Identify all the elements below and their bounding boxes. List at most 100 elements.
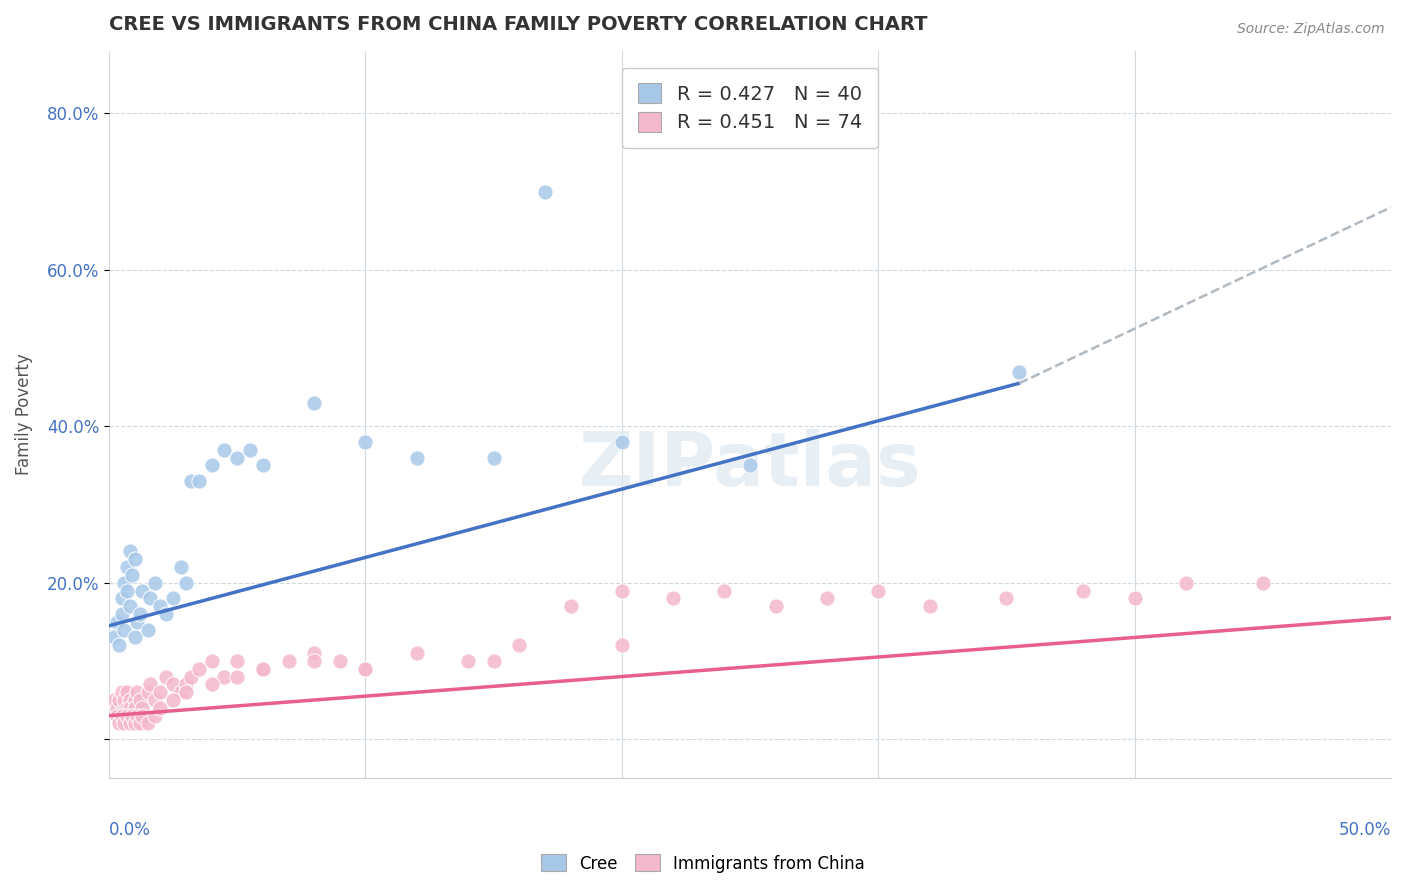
- Point: [239, 442, 262, 457]
- Point: [174, 685, 197, 699]
- Point: [115, 701, 138, 715]
- Point: [108, 638, 131, 652]
- Point: [111, 607, 134, 621]
- Point: [118, 599, 141, 614]
- Point: [115, 685, 138, 699]
- Point: [201, 458, 224, 473]
- Text: 50.0%: 50.0%: [1339, 822, 1391, 839]
- Point: [662, 591, 685, 606]
- Point: [124, 716, 146, 731]
- Point: [124, 552, 146, 566]
- Point: [610, 583, 633, 598]
- Point: [201, 654, 224, 668]
- Point: [124, 693, 146, 707]
- Point: [143, 708, 166, 723]
- Point: [136, 623, 159, 637]
- Point: [252, 458, 274, 473]
- Point: [155, 669, 177, 683]
- Point: [127, 708, 149, 723]
- Point: [149, 685, 172, 699]
- Point: [713, 583, 735, 598]
- Point: [136, 716, 159, 731]
- Point: [128, 607, 150, 621]
- Point: [610, 638, 633, 652]
- Legend: Cree, Immigrants from China: Cree, Immigrants from China: [534, 847, 872, 880]
- Point: [127, 685, 149, 699]
- Point: [302, 646, 325, 660]
- Point: [128, 693, 150, 707]
- Point: [149, 599, 172, 614]
- Point: [214, 442, 236, 457]
- Point: [115, 560, 138, 574]
- Point: [114, 716, 136, 731]
- Point: [118, 716, 141, 731]
- Point: [131, 583, 153, 598]
- Point: [114, 623, 136, 637]
- Text: CREE VS IMMIGRANTS FROM CHINA FAMILY POVERTY CORRELATION CHART: CREE VS IMMIGRANTS FROM CHINA FAMILY POV…: [110, 15, 928, 34]
- Point: [508, 638, 530, 652]
- Point: [405, 450, 427, 465]
- Point: [995, 591, 1018, 606]
- Legend: R = 0.427   N = 40, R = 0.451   N = 74: R = 0.427 N = 40, R = 0.451 N = 74: [623, 68, 877, 148]
- Point: [1251, 575, 1274, 590]
- Point: [170, 685, 193, 699]
- Point: [105, 708, 128, 723]
- Point: [354, 434, 377, 449]
- Point: [162, 693, 184, 707]
- Point: [405, 646, 427, 660]
- Point: [118, 701, 141, 715]
- Point: [105, 615, 128, 629]
- Point: [738, 458, 761, 473]
- Point: [136, 685, 159, 699]
- Point: [226, 669, 249, 683]
- Point: [121, 708, 143, 723]
- Point: [815, 591, 838, 606]
- Point: [111, 591, 134, 606]
- Point: [482, 450, 505, 465]
- Point: [1073, 583, 1095, 598]
- Point: [127, 615, 149, 629]
- Point: [252, 662, 274, 676]
- Point: [108, 693, 131, 707]
- Point: [149, 701, 172, 715]
- Point: [118, 693, 141, 707]
- Point: [214, 669, 236, 683]
- Point: [302, 654, 325, 668]
- Text: Source: ZipAtlas.com: Source: ZipAtlas.com: [1237, 22, 1385, 37]
- Point: [111, 685, 134, 699]
- Point: [115, 583, 138, 598]
- Y-axis label: Family Poverty: Family Poverty: [15, 353, 32, 475]
- Point: [201, 677, 224, 691]
- Point: [108, 716, 131, 731]
- Point: [1123, 591, 1146, 606]
- Point: [302, 396, 325, 410]
- Point: [329, 654, 352, 668]
- Point: [115, 708, 138, 723]
- Point: [118, 544, 141, 558]
- Point: [482, 654, 505, 668]
- Point: [131, 708, 153, 723]
- Point: [103, 693, 125, 707]
- Point: [534, 185, 557, 199]
- Point: [131, 701, 153, 715]
- Text: 0.0%: 0.0%: [110, 822, 150, 839]
- Point: [111, 708, 134, 723]
- Point: [103, 631, 125, 645]
- Point: [174, 677, 197, 691]
- Point: [170, 560, 193, 574]
- Point: [174, 575, 197, 590]
- Point: [111, 708, 134, 723]
- Point: [128, 716, 150, 731]
- Point: [354, 662, 377, 676]
- Point: [124, 701, 146, 715]
- Point: [139, 591, 162, 606]
- Point: [457, 654, 479, 668]
- Point: [180, 669, 202, 683]
- Point: [765, 599, 787, 614]
- Point: [226, 450, 249, 465]
- Point: [143, 693, 166, 707]
- Point: [162, 677, 184, 691]
- Point: [121, 567, 143, 582]
- Point: [139, 677, 162, 691]
- Point: [1174, 575, 1197, 590]
